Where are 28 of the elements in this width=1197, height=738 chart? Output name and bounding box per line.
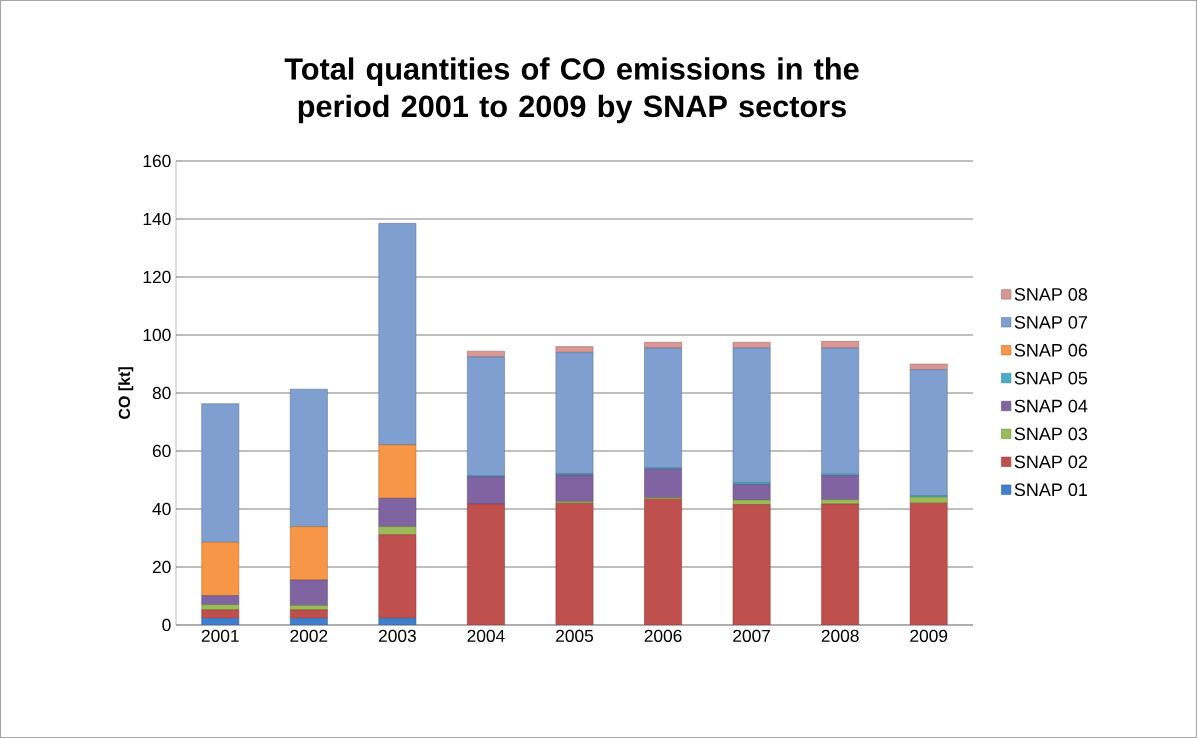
x-tick-label: 2004: [467, 629, 505, 642]
y-tick-label: 20: [152, 560, 171, 574]
legend-label: SNAP 01: [1014, 483, 1087, 497]
x-tick-label: 2009: [910, 629, 948, 642]
chart-title: Total quantities of CO emissions in the period 2001 to 2009 by SNAP sectors: [284, 57, 859, 124]
y-tick-label: 100: [143, 328, 171, 342]
y-tick-label: 160: [143, 154, 171, 168]
y-axis-title: CO [kt]: [118, 367, 134, 419]
x-tick-label: 2001: [201, 629, 239, 642]
y-tick-label: 80: [152, 386, 171, 400]
legend-label: SNAP 06: [1014, 343, 1088, 357]
legend-label: SNAP 05: [1014, 371, 1088, 385]
x-tick-label: 2002: [290, 629, 328, 642]
legend-label: SNAP 02: [1014, 455, 1087, 469]
legend-label: SNAP 08: [1014, 288, 1088, 301]
x-tick-label: 2008: [821, 629, 859, 642]
legend-label: SNAP 04: [1014, 399, 1088, 413]
x-tick-label: 2003: [378, 629, 416, 642]
legend-label: SNAP 03: [1014, 427, 1088, 441]
y-tick-label: 40: [152, 502, 171, 516]
legend-label: SNAP 07: [1014, 315, 1087, 329]
x-tick-label: 2005: [556, 629, 594, 642]
y-tick-label: 60: [152, 444, 171, 458]
y-tick-label: 140: [143, 212, 171, 226]
y-tick-label: 0: [162, 618, 171, 632]
x-tick-label: 2007: [733, 629, 770, 642]
y-tick-label: 120: [143, 270, 171, 284]
x-tick-label: 2006: [644, 629, 682, 642]
